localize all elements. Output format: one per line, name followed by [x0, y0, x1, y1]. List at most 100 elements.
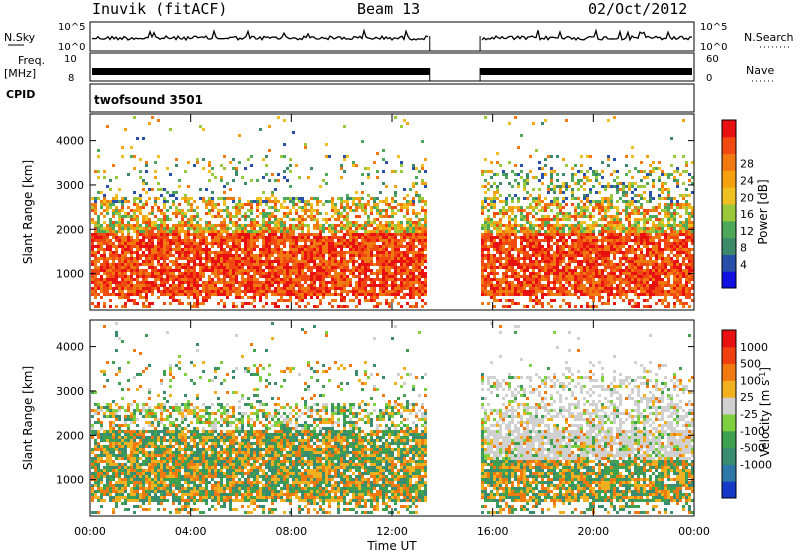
power-cell	[268, 272, 271, 275]
power-cell	[592, 278, 595, 281]
power-cell	[172, 239, 175, 242]
power-cell	[106, 203, 109, 206]
power-cell	[193, 227, 196, 230]
power-cell	[406, 203, 409, 206]
power-cell	[253, 233, 256, 236]
power-cell	[160, 278, 163, 281]
power-cell	[508, 227, 511, 230]
power-cell	[598, 254, 601, 257]
power-cell	[157, 245, 160, 248]
power-cell	[145, 284, 148, 287]
power-cell	[103, 197, 106, 200]
power-cell	[577, 284, 580, 287]
power-cell	[307, 302, 310, 305]
power-cell	[295, 284, 298, 287]
power-cell	[289, 299, 292, 302]
power-cell	[547, 191, 550, 194]
power-cell	[343, 206, 346, 209]
power-cell	[349, 278, 352, 281]
power-cell	[283, 251, 286, 254]
power-cell	[577, 263, 580, 266]
power-cell	[130, 146, 133, 149]
power-cell	[523, 224, 526, 227]
power-cell	[400, 224, 403, 227]
power-cell	[556, 266, 559, 269]
power-cell	[97, 281, 100, 284]
power-cell	[334, 203, 337, 206]
power-cell	[481, 263, 484, 266]
power-cell	[301, 233, 304, 236]
power-cell	[382, 236, 385, 239]
power-cell	[520, 269, 523, 272]
power-cell	[199, 290, 202, 293]
power-cell	[364, 296, 367, 299]
power-cell	[301, 296, 304, 299]
power-cell	[187, 218, 190, 221]
power-cell	[565, 287, 568, 290]
power-cell	[253, 281, 256, 284]
power-cell	[226, 275, 229, 278]
power-cell	[592, 290, 595, 293]
power-cell	[370, 284, 373, 287]
power-cell	[226, 251, 229, 254]
power-cell	[277, 221, 280, 224]
power-cell	[418, 263, 421, 266]
power-cell	[583, 293, 586, 296]
power-cell	[193, 287, 196, 290]
power-cell	[211, 239, 214, 242]
power-cell	[484, 269, 487, 272]
power-cell	[625, 278, 628, 281]
power-cell	[409, 218, 412, 221]
power-cell	[424, 302, 427, 305]
power-cell	[256, 266, 259, 269]
power-cell	[403, 260, 406, 263]
power-cell	[541, 206, 544, 209]
power-cell	[193, 236, 196, 239]
power-cell	[517, 224, 520, 227]
power-cell	[103, 305, 106, 308]
power-cell	[487, 251, 490, 254]
power-cell	[394, 170, 397, 173]
power-cell	[91, 254, 94, 257]
power-cell	[319, 200, 322, 203]
power-cell	[562, 239, 565, 242]
power-cell	[247, 260, 250, 263]
power-cell	[370, 281, 373, 284]
power-cell	[277, 275, 280, 278]
power-cell	[286, 287, 289, 290]
power-cell	[484, 290, 487, 293]
power-cell	[139, 242, 142, 245]
power-cell	[106, 260, 109, 263]
power-cell	[328, 155, 331, 158]
power-cell	[331, 200, 334, 203]
nave-tick-top: 60	[706, 54, 719, 65]
power-cell	[211, 245, 214, 248]
power-cell	[166, 293, 169, 296]
power-cell	[535, 245, 538, 248]
power-cell	[193, 245, 196, 248]
power-cell	[241, 260, 244, 263]
power-cell	[616, 251, 619, 254]
power-cell	[556, 260, 559, 263]
power-cell	[511, 287, 514, 290]
power-cell	[169, 254, 172, 257]
power-cell	[304, 305, 307, 308]
power-cell	[313, 272, 316, 275]
power-cell	[613, 272, 616, 275]
power-cell	[487, 281, 490, 284]
power-cell	[388, 230, 391, 233]
power-cell	[631, 146, 634, 149]
power-cell	[631, 257, 634, 260]
power-cell	[610, 224, 613, 227]
power-cell	[163, 251, 166, 254]
power-cell	[580, 275, 583, 278]
power-cell	[586, 305, 589, 308]
power-cell	[256, 257, 259, 260]
power-cell	[223, 242, 226, 245]
power-cell	[286, 233, 289, 236]
power-cell	[103, 227, 106, 230]
power-cell	[628, 272, 631, 275]
power-cell	[118, 293, 121, 296]
power-cell	[265, 254, 268, 257]
power-cell	[388, 263, 391, 266]
